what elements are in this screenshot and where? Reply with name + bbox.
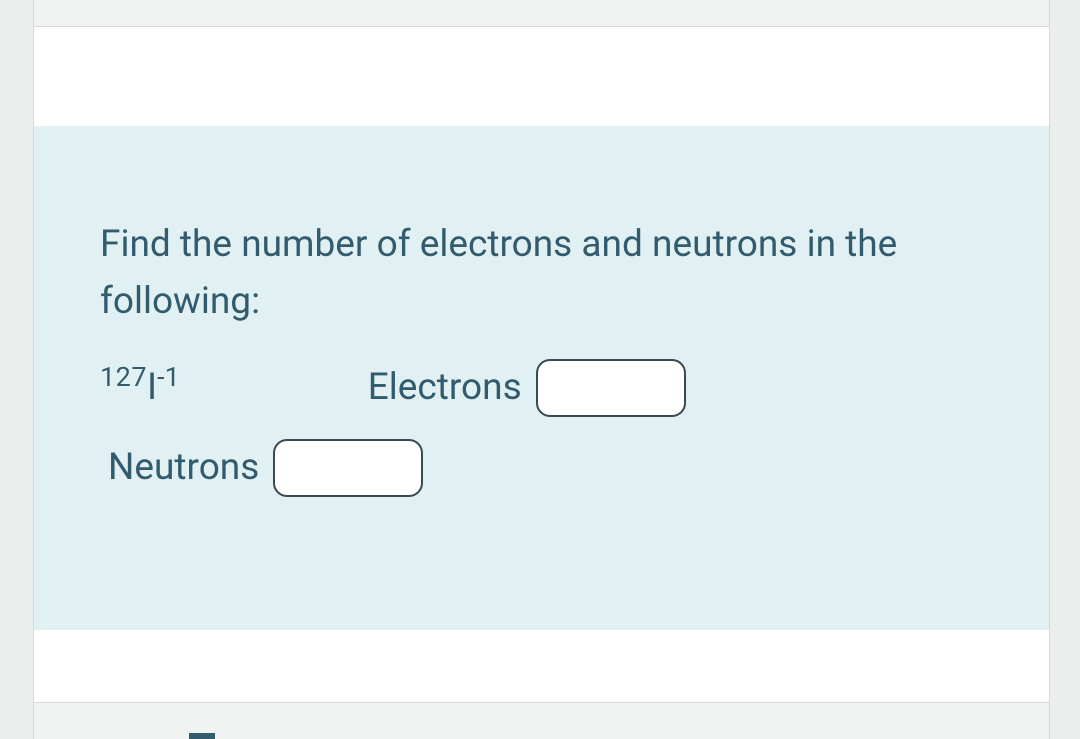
row-electrons: 127 I -1 Electrons [100,359,983,417]
question-content: Find the number of electrons and neutron… [34,126,1049,497]
question-panel: Find the number of electrons and neutron… [34,126,1049,630]
isotope-notation: 127 I -1 [100,359,180,416]
electrons-input[interactable] [536,359,686,417]
element-symbol: I [147,359,157,416]
spacer-white-bottom [34,630,1049,702]
neutrons-input[interactable] [273,439,423,497]
neutrons-label: Neutrons [108,439,259,496]
spacer-white-top [34,27,1049,126]
row-neutrons: Neutrons [108,439,983,497]
mass-number: 127 [100,357,147,399]
top-panel [34,0,1049,27]
question-prompt: Find the number of electrons and neutron… [100,216,983,331]
electrons-label: Electrons [368,359,522,416]
bottom-panel [34,702,1049,739]
page-container: Find the number of electrons and neutron… [33,0,1050,739]
bottom-mark [189,733,215,739]
charge-superscript: -1 [157,357,180,399]
